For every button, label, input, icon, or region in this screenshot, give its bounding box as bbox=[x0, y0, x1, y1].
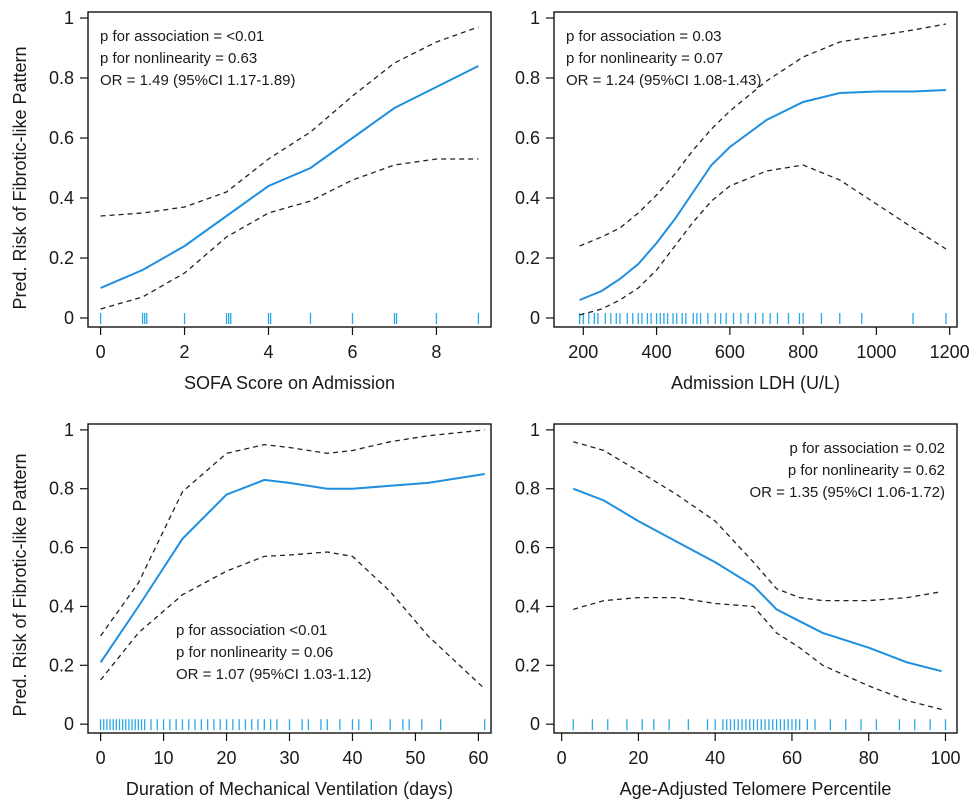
fit-line bbox=[579, 89, 947, 301]
y-tick-label: 0.2 bbox=[515, 248, 540, 268]
x-tick-label: 60 bbox=[782, 748, 802, 768]
x-tick-label: 4 bbox=[264, 342, 274, 362]
x-tick-label: 8 bbox=[431, 342, 441, 362]
x-tick-label: 40 bbox=[342, 748, 362, 768]
x-tick-label: 200 bbox=[568, 342, 598, 362]
x-axis-title: Admission LDH (U/L) bbox=[671, 373, 840, 393]
y-tick-label: 0.8 bbox=[515, 68, 540, 88]
ci-upper-line bbox=[100, 26, 479, 217]
annotation-line: OR = 1.35 (95%CI 1.06-1.72) bbox=[749, 484, 945, 501]
plot-frame bbox=[87, 11, 492, 328]
annotation-line: OR = 1.24 (95%CI 1.08-1.43) bbox=[566, 72, 762, 89]
fit-line bbox=[572, 487, 942, 673]
ci-lower-line bbox=[100, 158, 479, 310]
x-axis-title: SOFA Score on Admission bbox=[184, 373, 395, 393]
ci-lower-line bbox=[573, 596, 942, 711]
y-tick-label: 0 bbox=[530, 308, 540, 328]
x-tick-label: 6 bbox=[347, 342, 357, 362]
annotation-line: p for nonlinearity = 0.07 bbox=[566, 50, 723, 67]
x-tick-label: 400 bbox=[642, 342, 672, 362]
annotation-line: p for nonlinearity = 0.62 bbox=[788, 462, 945, 479]
panel-1: 0 0.2 0.4 0.6 0.8 1 0 2 4 6 8 SOFA Score on Admissi… bbox=[49, 8, 492, 393]
annotation-line: p for nonlinearity = 0.06 bbox=[176, 644, 333, 661]
rug bbox=[572, 719, 947, 731]
y-tick-label: 0.2 bbox=[49, 248, 74, 268]
x-tick-label: 10 bbox=[154, 748, 174, 768]
annotation-line: p for association = <0.01 bbox=[100, 28, 264, 45]
y-tick-label: 0 bbox=[64, 714, 74, 734]
x-tick-label: 1000 bbox=[856, 342, 896, 362]
x-tick-label: 0 bbox=[557, 748, 567, 768]
rug bbox=[578, 313, 947, 324]
annotation-line: p for association = 0.03 bbox=[566, 28, 722, 45]
ci-lower-line bbox=[100, 551, 486, 690]
x-tick-label: 80 bbox=[859, 748, 879, 768]
x-tick-label: 1200 bbox=[930, 342, 970, 362]
ci-upper-line bbox=[573, 441, 942, 602]
y-tick-label: 0.2 bbox=[515, 655, 540, 675]
plot-frame bbox=[553, 423, 958, 734]
ci-lower-line bbox=[579, 164, 947, 316]
y-tick-label: 1 bbox=[64, 8, 74, 28]
y-tick-label: 0.2 bbox=[49, 655, 74, 675]
x-tick-label: 600 bbox=[715, 342, 745, 362]
y-tick-label: 0.6 bbox=[515, 538, 540, 558]
y-tick-label: 0.8 bbox=[49, 68, 74, 88]
fit-line bbox=[100, 65, 479, 289]
x-tick-label: 50 bbox=[405, 748, 425, 768]
annotation-line: p for nonlinearity = 0.63 bbox=[100, 50, 257, 67]
y-tick-label: 0.6 bbox=[49, 128, 74, 148]
ci-upper-line bbox=[100, 429, 485, 637]
y-tick-label: 0.4 bbox=[49, 596, 74, 616]
x-tick-label: 40 bbox=[705, 748, 725, 768]
plot-frame bbox=[87, 423, 492, 734]
x-tick-label: 2 bbox=[180, 342, 190, 362]
x-tick-label: 20 bbox=[628, 748, 648, 768]
x-axis-title: Age-Adjusted Telomere Percentile bbox=[620, 779, 892, 799]
y-tick-label: 0 bbox=[64, 308, 74, 328]
y-tick-label: 0 bbox=[530, 714, 540, 734]
x-tick-label: 60 bbox=[468, 748, 488, 768]
y-tick-label: 0.6 bbox=[515, 128, 540, 148]
x-tick-label: 20 bbox=[217, 748, 237, 768]
annotation-line: p for association <0.01 bbox=[176, 622, 327, 639]
y-tick-label: 1 bbox=[530, 8, 540, 28]
annotation-line: OR = 1.07 (95%CI 1.03-1.12) bbox=[176, 666, 372, 683]
panel-4: 0 0.2 0.4 0.6 0.8 1 0 20 40 60 80 100 Age-Adjusted T… bbox=[515, 420, 961, 799]
y-tick-label: 0.8 bbox=[515, 479, 540, 499]
y-tick-label: 0.4 bbox=[515, 188, 540, 208]
y-tick-label: 1 bbox=[530, 420, 540, 440]
annotation-line: OR = 1.49 (95%CI 1.17-1.89) bbox=[100, 72, 296, 89]
rug bbox=[99, 313, 480, 324]
y-tick-label: 0.6 bbox=[49, 538, 74, 558]
y-tick-label: 0.4 bbox=[49, 188, 74, 208]
rug bbox=[99, 719, 486, 731]
y-tick-label: 1 bbox=[64, 420, 74, 440]
y-tick-label: 0.8 bbox=[49, 479, 74, 499]
ci-upper-line bbox=[579, 23, 947, 247]
y-tick-label: 0.4 bbox=[515, 596, 540, 616]
x-tick-label: 30 bbox=[279, 748, 299, 768]
x-tick-label: 100 bbox=[930, 748, 960, 768]
fit-line bbox=[99, 473, 485, 663]
x-tick-label: 0 bbox=[96, 342, 106, 362]
y-axis-title-top: Pred. Risk of Fibrotic-like Pattern bbox=[10, 46, 30, 309]
y-axis-title-bottom: Pred. Risk of Fibrotic-like Pattern bbox=[10, 453, 30, 716]
x-axis-title: Duration of Mechanical Ventilation (days… bbox=[126, 779, 453, 799]
x-tick-label: 800 bbox=[788, 342, 818, 362]
plot-frame bbox=[553, 11, 958, 328]
annotation-line: p for association = 0.02 bbox=[789, 440, 945, 457]
x-tick-label: 0 bbox=[96, 748, 106, 768]
